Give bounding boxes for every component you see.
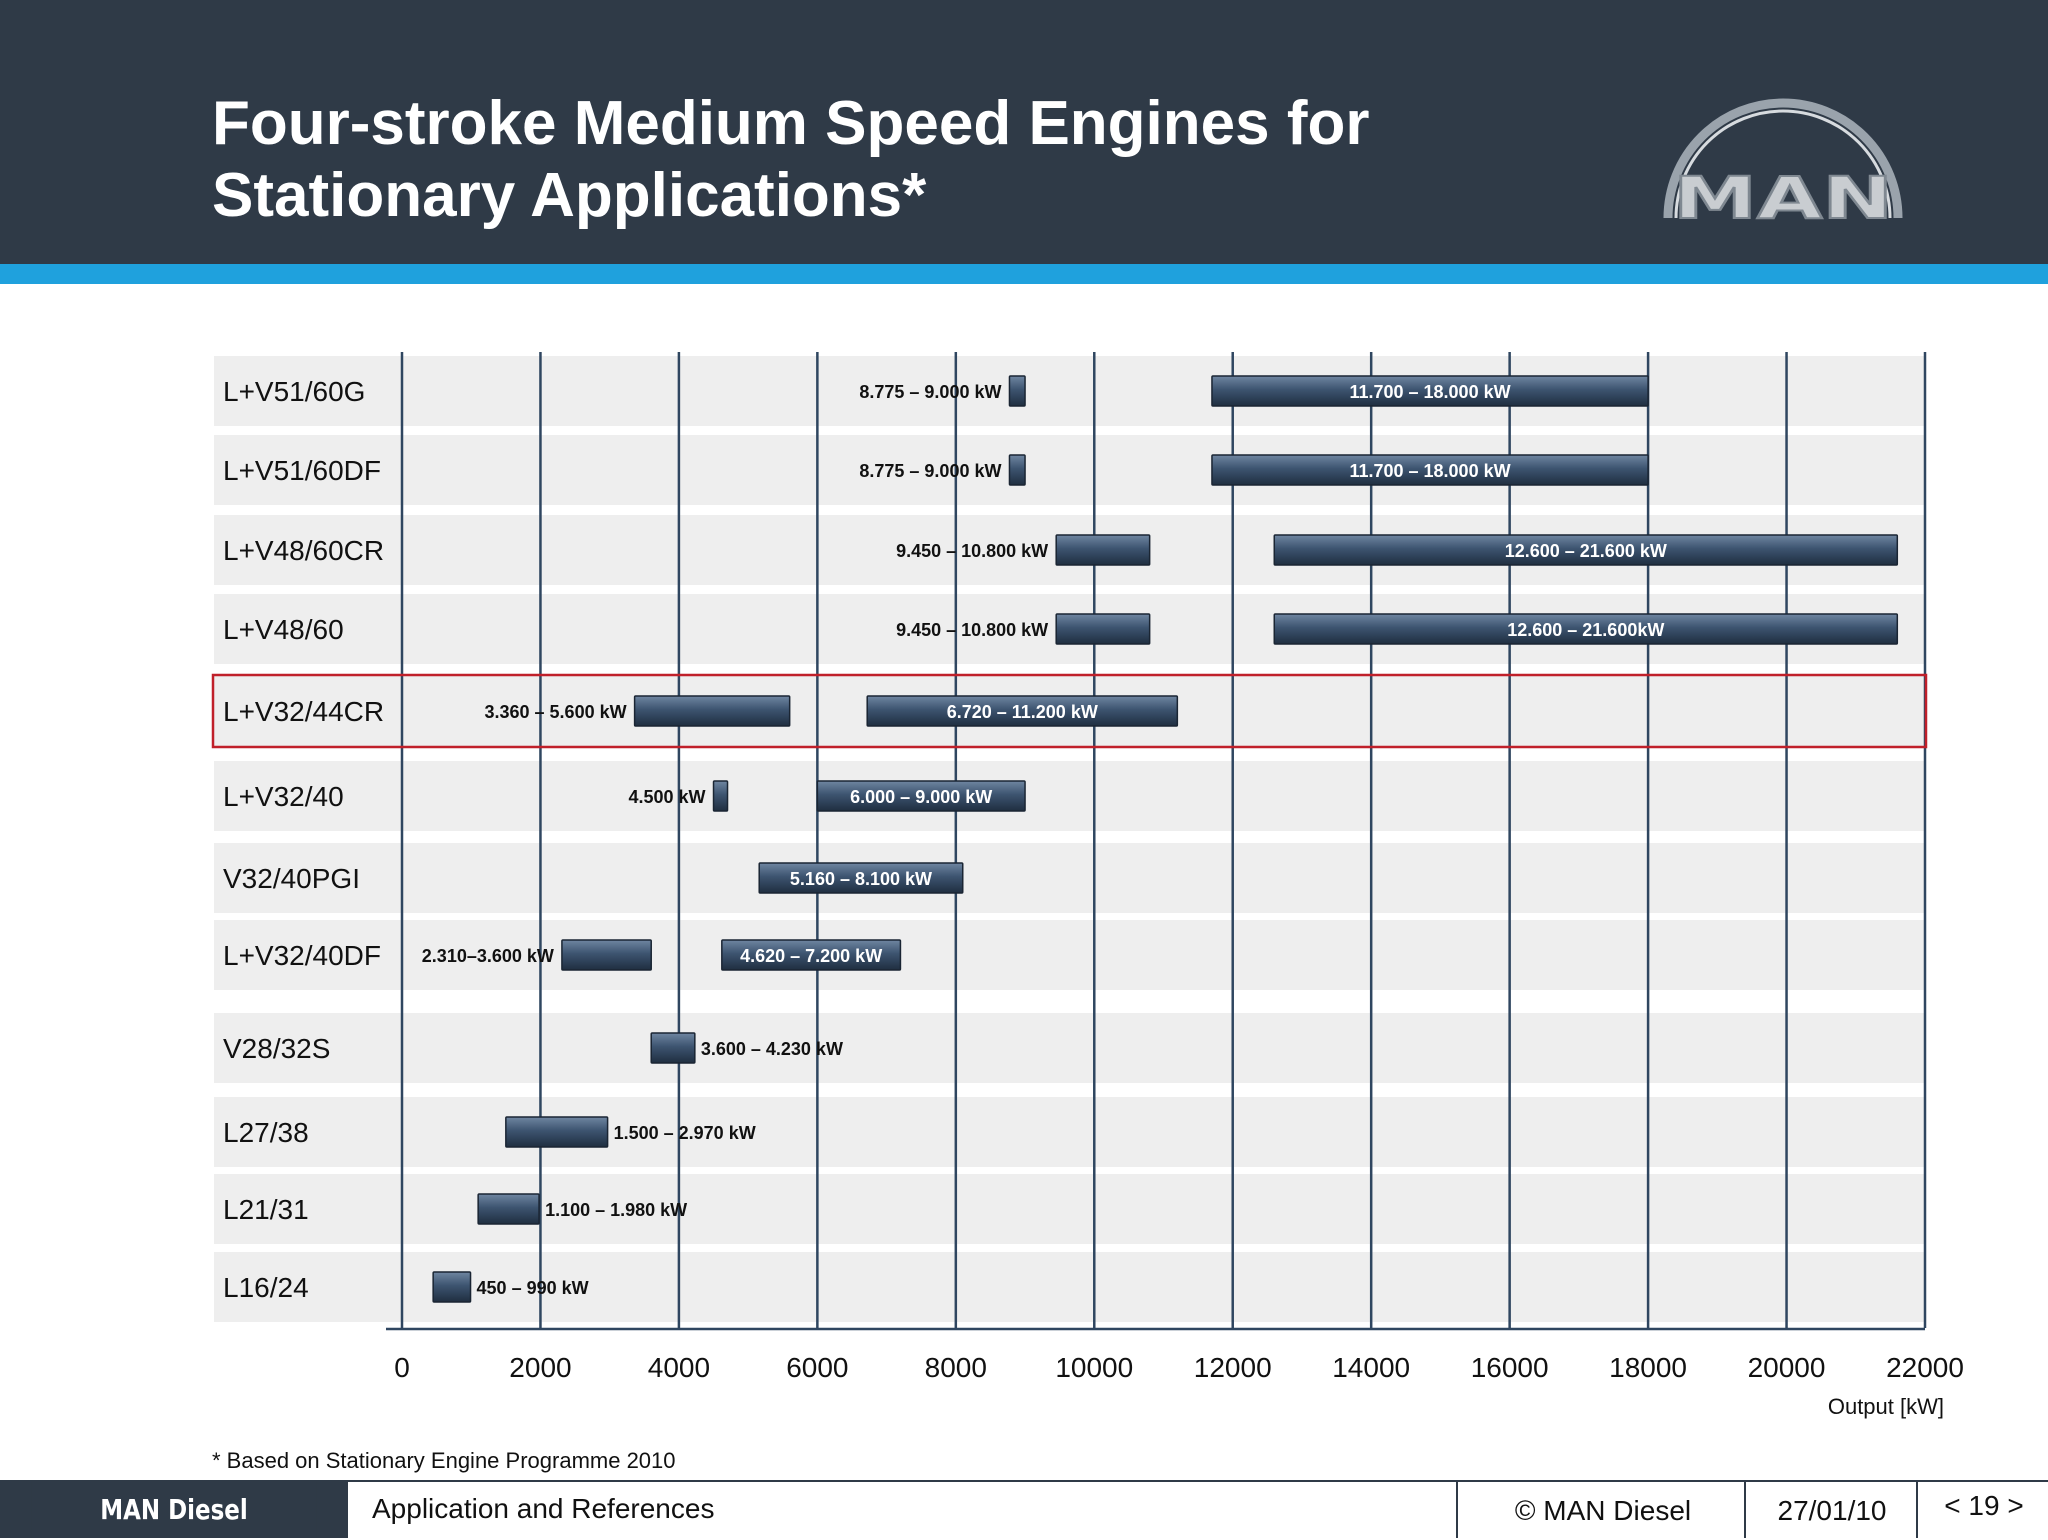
range-bar [1273,534,1899,566]
range-bar [561,939,652,971]
footer-section-title: Application and References [372,1493,715,1524]
footer-date: 27/01/10 [1777,1495,1887,1526]
row-band [214,435,1925,505]
x-tick-label: 16000 [1471,1352,1549,1383]
header-accent-stripe [0,264,2048,284]
x-tick-label: 12000 [1194,1352,1272,1383]
bar-value-label: 2.310–3.600 kW [422,946,554,966]
bar-value-label: 11.700 – 18.000 kW [1349,461,1510,481]
range-bar [505,1116,609,1148]
range-bar [721,939,902,971]
range-bar [1211,454,1649,486]
range-bar [1055,534,1151,566]
man-logo: MAN [1663,98,1903,226]
bar-value-label: 6.720 – 11.200 kW [947,702,1098,722]
row-band [214,1013,1925,1083]
row-label: L+V32/44CR [223,696,384,727]
range-bar [1008,454,1026,486]
row-band [214,1097,1925,1167]
title-line-2: Stationary Applications* [212,161,927,230]
footer-bar: MAN Diesel Application and References © … [0,1480,2048,1538]
footer-brand: MAN Diesel [31,1482,317,1538]
bar-value-label: 6.000 – 9.000 kW [850,787,992,807]
range-bar [633,695,791,727]
bar-value-label: 1.100 – 1.980 kW [545,1200,687,1220]
bar-value-label: 450 – 990 kW [477,1278,589,1298]
bar-value-label: 3.360 – 5.600 kW [484,702,626,722]
bar-value-label: 4.620 – 7.200 kW [740,946,882,966]
range-bar [650,1032,696,1064]
range-bar [432,1271,472,1303]
footer-divider [1456,1482,1458,1538]
engine-output-chart: L+V51/60G 8.775 – 9.000 kW 11.700 – 18.000… [211,352,1964,1383]
row-band [214,920,1925,990]
row-label: L+V48/60 [223,614,344,645]
bar-value-label: 1.500 – 2.970 kW [614,1123,756,1143]
row-band [214,356,1925,426]
bar-value-label: 12.600 – 21.600kW [1507,620,1664,640]
footnote: * Based on Stationary Engine Programme 2… [212,1448,676,1473]
range-bar [477,1193,540,1225]
bar-value-label: 11.700 – 18.000 kW [1349,382,1510,402]
bar-value-label: 9.450 – 10.800 kW [896,620,1048,640]
x-tick-label: 4000 [648,1352,710,1383]
row-band [214,761,1925,831]
bar-value-label: 9.450 – 10.800 kW [896,541,1048,561]
range-bar [1211,375,1649,407]
x-tick-label: 2000 [509,1352,571,1383]
footer-copyright: © MAN Diesel [1514,1495,1692,1526]
row-label: L27/38 [223,1117,309,1148]
bar-value-label: 3.600 – 4.230 kW [701,1039,843,1059]
row-label: V32/40PGI [223,863,360,894]
x-tick-label: 0 [394,1352,410,1383]
row-label: L+V51/60G [223,376,365,407]
footer-divider [1744,1482,1746,1538]
x-axis-title: Output [kW] [1827,1394,1944,1419]
highlight-box [211,673,1928,749]
range-bar [1008,375,1026,407]
row-label: V28/32S [223,1033,330,1064]
logo-text: MAN [1673,164,1893,226]
range-bar [1055,613,1151,645]
bar-value-label: 12.600 – 21.600 kW [1505,541,1667,561]
row-label: L+V32/40DF [223,940,381,971]
row-label: L+V32/40 [223,781,344,812]
bar-value-label: 5.160 – 8.100 kW [790,869,932,889]
row-label: L16/24 [223,1272,309,1303]
x-tick-label: 10000 [1055,1352,1133,1383]
x-tick-label: 8000 [925,1352,987,1383]
row-label: L+V48/60CR [223,535,384,566]
range-bar [712,780,729,812]
row-band [214,1252,1925,1322]
row-band [214,1174,1925,1244]
range-bar [758,862,964,894]
range-bar [816,780,1026,812]
bar-value-label: 4.500 kW [628,787,705,807]
range-bar [1273,613,1899,645]
range-bar [866,695,1179,727]
row-label: L21/31 [223,1194,309,1225]
footer-page-number: < 19 > [1944,1490,2024,1521]
x-tick-label: 6000 [786,1352,848,1383]
bar-value-label: 8.775 – 9.000 kW [859,382,1001,402]
x-tick-label: 20000 [1748,1352,1826,1383]
x-tick-label: 22000 [1886,1352,1964,1383]
bar-value-label: 8.775 – 9.000 kW [859,461,1001,481]
row-band [214,843,1925,913]
title-line-1: Four-stroke Medium Speed Engines for [212,89,1370,158]
footer-divider [1916,1482,1918,1538]
x-tick-label: 18000 [1609,1352,1687,1383]
page-title: Four-stroke Medium Speed Engines for Sta… [212,88,1512,232]
row-label: L+V51/60DF [223,455,381,486]
x-tick-label: 14000 [1332,1352,1410,1383]
